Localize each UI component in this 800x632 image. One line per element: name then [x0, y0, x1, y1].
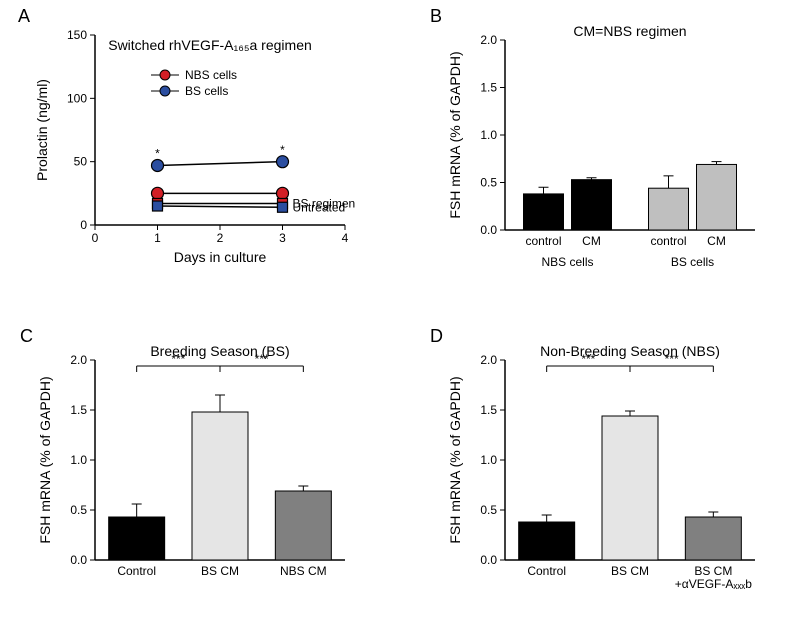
- legend-label: BS cells: [185, 84, 228, 98]
- y-tick-label: 0.5: [480, 503, 497, 517]
- significance-label: ***: [665, 352, 679, 366]
- y-axis-label: FSH mRNA (% of GAPDH): [37, 376, 53, 543]
- panel-c: CBreeding Season (BS)0.00.51.01.52.0FSH …: [20, 326, 345, 578]
- bar: [697, 164, 737, 230]
- panel-letter: C: [20, 326, 33, 346]
- y-tick-label: 1.5: [480, 403, 497, 417]
- y-tick-label: 2.0: [480, 33, 497, 47]
- x-tick-label: 0: [92, 231, 99, 245]
- bar-label: control: [650, 234, 686, 248]
- legend-label: NBS cells: [185, 68, 237, 82]
- bar-label: BS CM: [694, 564, 732, 578]
- series-line: [158, 206, 283, 207]
- y-tick-label: 1.0: [480, 128, 497, 142]
- significance-label: ***: [171, 352, 185, 366]
- x-tick-label: 2: [217, 231, 224, 245]
- data-marker: [278, 202, 288, 212]
- y-tick-label: 0.0: [480, 223, 497, 237]
- panel-title: CM=NBS regimen: [573, 23, 686, 39]
- bar-label: control: [525, 234, 561, 248]
- y-tick-label: 0.0: [480, 553, 497, 567]
- bar: [524, 194, 564, 230]
- y-tick-label: 50: [74, 155, 88, 169]
- bar: [685, 517, 741, 560]
- y-tick-label: 2.0: [70, 353, 87, 367]
- bar: [109, 517, 165, 560]
- legend-marker: [160, 70, 170, 80]
- y-tick-label: 0.5: [70, 503, 87, 517]
- panel-a: A 0 1 2 3 4 0 50 100 150 Days in culture Prolactin …: [18, 6, 355, 265]
- panel-d: D Non-Breeding Season (NBS) 0.0 0.5 1.0 1.5 2.…: [430, 326, 755, 591]
- x-tick-label: 4: [342, 231, 349, 245]
- data-marker: [277, 187, 289, 199]
- y-tick-label: 1.5: [70, 403, 87, 417]
- figure-root: A 0 1 2 3 4 0 50 100 150 Days in culture Prolactin …: [0, 0, 800, 632]
- y-tick-label: 0.0: [70, 553, 87, 567]
- y-axis-label: FSH mRNA (% of GAPDH): [447, 376, 463, 543]
- bar-label: BS CM: [201, 564, 239, 578]
- y-tick-label: 2.0: [480, 353, 497, 367]
- panel-letter: B: [430, 6, 442, 26]
- bar-label: CM: [582, 234, 601, 248]
- bar-label: Control: [527, 564, 566, 578]
- bar: [602, 416, 658, 560]
- y-axis-label: FSH mRNA (% of GAPDH): [447, 51, 463, 218]
- significance-star: *: [155, 147, 160, 161]
- panel-title: Non-Breeding Season (NBS): [540, 343, 720, 359]
- series-annotation: Untreated: [293, 200, 346, 214]
- figure-svg: A 0 1 2 3 4 0 50 100 150 Days in culture Prolactin …: [0, 0, 800, 632]
- group-label: BS cells: [671, 255, 714, 269]
- series-line: [158, 162, 283, 166]
- data-marker: [153, 201, 163, 211]
- legend-marker: [160, 86, 170, 96]
- y-tick-label: 100: [67, 91, 87, 105]
- bar: [275, 491, 331, 560]
- y-tick-label: 0: [80, 218, 87, 232]
- bar-label: +αVEGF-Aₓₓₓb: [675, 577, 752, 591]
- bar-label: BS CM: [611, 564, 649, 578]
- data-marker: [152, 187, 164, 199]
- bar: [649, 188, 689, 230]
- significance-label: ***: [581, 352, 595, 366]
- bar: [192, 412, 248, 560]
- bar-label: Control: [117, 564, 156, 578]
- significance-star: *: [280, 143, 285, 157]
- x-tick-label: 3: [279, 231, 286, 245]
- panel-b: B CM=NBS regimen 0.0 0.5 1.0 1.5 2.0 FSH mRNA (…: [430, 6, 755, 269]
- bar-label: NBS CM: [280, 564, 327, 578]
- data-marker: [152, 159, 164, 171]
- y-tick-label: 1.0: [480, 453, 497, 467]
- y-axis-label: Prolactin (ng/ml): [34, 79, 50, 181]
- y-tick-label: 0.5: [480, 176, 497, 190]
- y-tick-label: 1.0: [70, 453, 87, 467]
- y-tick-label: 150: [67, 28, 87, 42]
- y-tick-label: 1.5: [480, 81, 497, 95]
- bar: [519, 522, 575, 560]
- panel-letter: D: [430, 326, 443, 346]
- significance-label: ***: [255, 352, 269, 366]
- bar-label: CM: [707, 234, 726, 248]
- bar: [572, 180, 612, 230]
- data-marker: [277, 156, 289, 168]
- x-axis-label: Days in culture: [174, 249, 267, 265]
- group-label: NBS cells: [541, 255, 593, 269]
- panel-a-title: Switched rhVEGF-A₁₆₅a regimen: [108, 37, 312, 53]
- x-tick-label: 1: [154, 231, 161, 245]
- panel-letter-a: A: [18, 6, 30, 26]
